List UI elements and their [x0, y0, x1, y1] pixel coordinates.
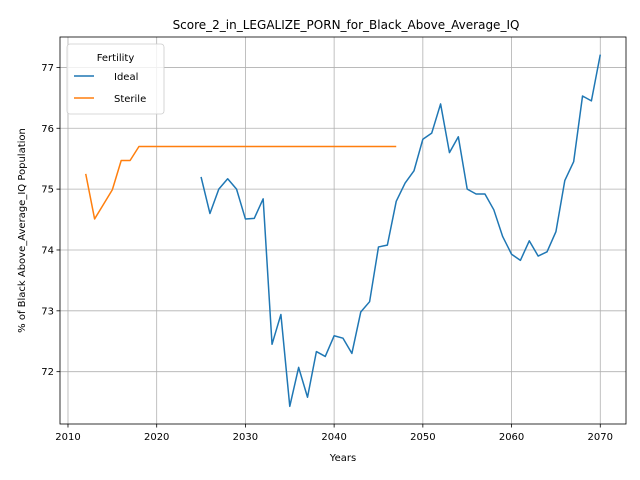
- x-tick-label: 2070: [588, 432, 613, 443]
- legend: Fertility Ideal Sterile: [66, 43, 165, 115]
- y-axis-label: % of Black Above_Average_IQ Population: [17, 128, 28, 333]
- series-lines: [84, 54, 602, 408]
- y-tick-label: 74: [41, 245, 54, 256]
- y-tick-label: 73: [41, 306, 54, 317]
- chart-title: Score_2_in_LEGALIZE_PORN_for_Black_Above…: [173, 18, 520, 32]
- y-tick-label: 76: [41, 124, 54, 135]
- legend-box: [66, 43, 165, 115]
- y-tick-label: 75: [41, 185, 54, 196]
- x-tick-label: 2020: [144, 432, 169, 443]
- x-axis-label: Years: [329, 453, 356, 464]
- y-tick-label: 72: [41, 367, 54, 378]
- x-tick-label: 2040: [321, 432, 346, 443]
- x-tick-label: 2030: [233, 432, 258, 443]
- axis-ticks: 2010 2020 2030 2040 2050 2060 2070 72 73 74 75 76 77: [41, 63, 613, 443]
- x-tick-label: 2050: [410, 432, 435, 443]
- legend-label-sterile: Sterile: [114, 94, 146, 105]
- y-tick-label: 77: [41, 63, 54, 74]
- legend-label-ideal: Ideal: [114, 72, 138, 83]
- legend-title: Fertility: [97, 53, 135, 64]
- series-line-ideal: [200, 54, 602, 408]
- x-tick-label: 2010: [55, 432, 80, 443]
- grid: [60, 37, 626, 424]
- x-tick-label: 2060: [499, 432, 524, 443]
- plot-frame: [59, 36, 627, 425]
- series-line-sterile: [84, 145, 397, 220]
